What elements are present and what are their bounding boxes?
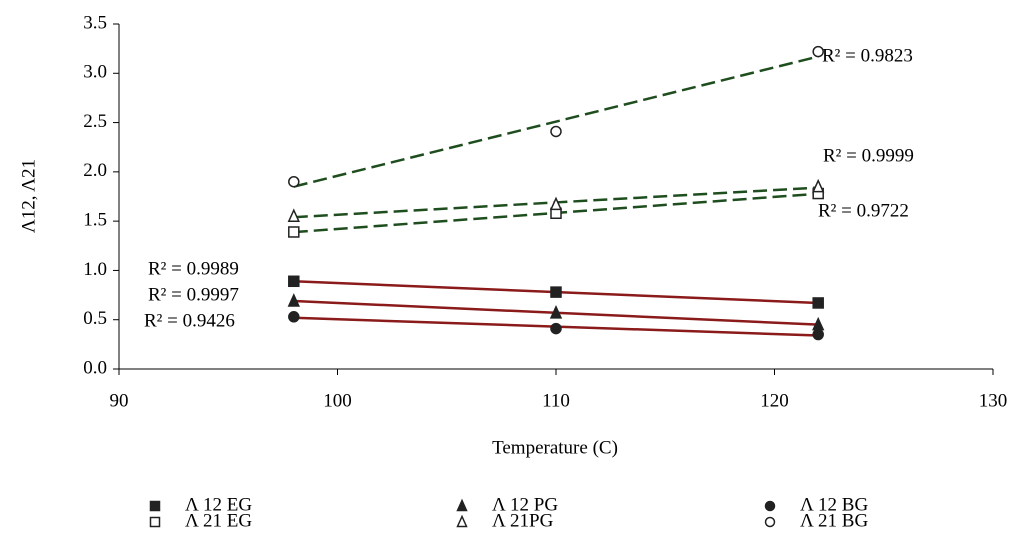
data-point bbox=[812, 297, 824, 309]
data-point bbox=[550, 322, 562, 335]
data-point bbox=[549, 196, 563, 211]
y-tick-label: 3.0 bbox=[83, 62, 107, 83]
legend-label: Λ 21PG bbox=[492, 510, 554, 531]
data-point bbox=[287, 293, 300, 307]
y-tick-label: 1.5 bbox=[83, 210, 107, 231]
data-point bbox=[812, 45, 824, 58]
y-tick-label: 0.5 bbox=[83, 308, 107, 329]
data-point bbox=[287, 208, 300, 222]
legend-marker bbox=[764, 516, 776, 528]
x-axis-title: Temperature (C) bbox=[492, 437, 618, 458]
data-point bbox=[288, 275, 300, 288]
data-point bbox=[812, 328, 824, 341]
x-tick-label: 120 bbox=[760, 390, 789, 411]
r-squared-label: R² = 0.9997 bbox=[148, 284, 239, 305]
legend-marker bbox=[764, 500, 776, 512]
legend-label: Λ 12 PG bbox=[492, 494, 558, 515]
r-squared-label: R² = 0.9989 bbox=[148, 258, 239, 279]
y-tick-label: 2.5 bbox=[83, 111, 107, 132]
y-tick-label: 3.5 bbox=[83, 12, 107, 33]
y-tick-label: 1.0 bbox=[83, 259, 107, 280]
legend-marker bbox=[456, 498, 468, 512]
data-point bbox=[812, 178, 825, 193]
legend-marker bbox=[149, 516, 161, 528]
legend-label: Λ 21 BG bbox=[800, 510, 868, 531]
x-tick-label: 100 bbox=[323, 390, 352, 411]
x-tick-label: 130 bbox=[979, 390, 1008, 411]
data-point bbox=[550, 125, 562, 138]
legend-label: Λ 12 EG bbox=[185, 494, 252, 515]
trendline bbox=[293, 55, 819, 188]
r-squared-label: R² = 0.9999 bbox=[823, 145, 914, 166]
y-tick-label: 2.0 bbox=[83, 160, 107, 181]
y-axis-title: Λ12, Λ21 bbox=[18, 159, 39, 233]
legend-marker bbox=[456, 514, 468, 528]
r-squared-label: R² = 0.9823 bbox=[822, 45, 913, 66]
r-squared-label: R² = 0.9722 bbox=[818, 200, 909, 221]
y-tick-label: 0.0 bbox=[83, 357, 107, 378]
x-tick-label: 110 bbox=[542, 390, 570, 411]
legend-label: Λ 21 EG bbox=[185, 510, 252, 531]
legend-marker bbox=[149, 500, 161, 512]
legend-label: Λ 12 BG bbox=[800, 494, 868, 515]
data-point bbox=[288, 226, 300, 238]
data-point bbox=[549, 305, 563, 319]
r-squared-label: R² = 0.9426 bbox=[144, 310, 235, 331]
data-point bbox=[550, 286, 562, 298]
data-point bbox=[288, 311, 300, 323]
x-tick-label: 90 bbox=[110, 390, 129, 411]
data-point bbox=[288, 175, 300, 188]
